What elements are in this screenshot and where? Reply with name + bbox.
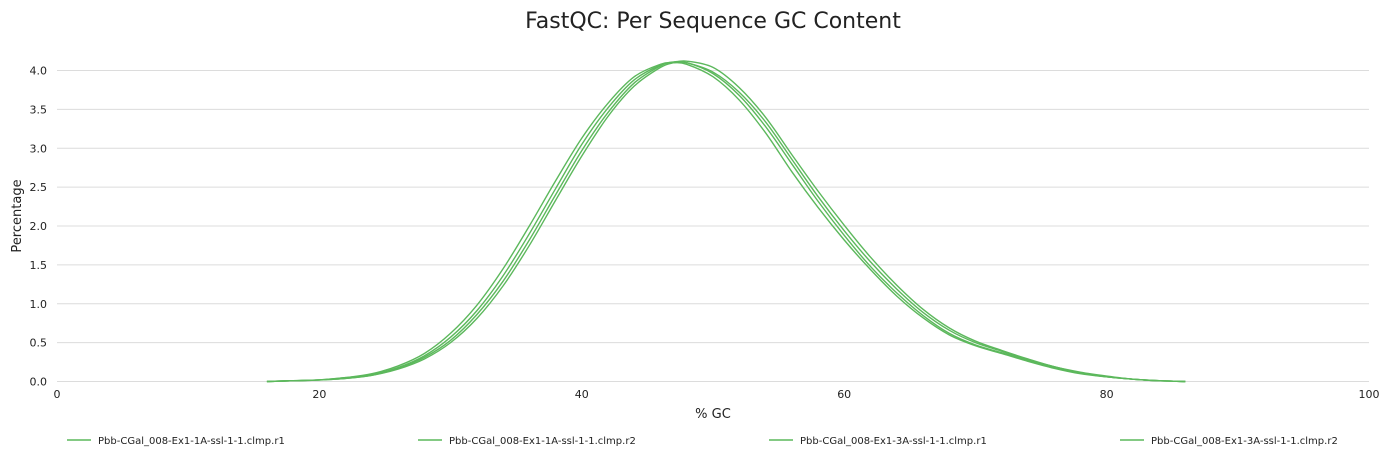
y-tick-label: 0.0 [30, 376, 48, 389]
legend-item[interactable]: Pbb-CGal_008-Ex1-1A-ssl-1-1.clmp.r1 [67, 436, 285, 447]
grid-lines [57, 70, 1369, 382]
y-tick-label: 2.5 [30, 181, 48, 194]
x-tick-label: 80 [1100, 388, 1114, 401]
legend-label: Pbb-CGal_008-Ex1-1A-ssl-1-1.clmp.r1 [98, 436, 285, 447]
y-tick-label: 2.0 [30, 220, 48, 233]
legend-item[interactable]: Pbb-CGal_008-Ex1-1A-ssl-1-1.clmp.r2 [418, 436, 636, 447]
x-tick-label: 40 [575, 388, 589, 401]
legend-label: Pbb-CGal_008-Ex1-3A-ssl-1-1.clmp.r2 [1151, 436, 1338, 447]
y-axis-label: Percentage [10, 179, 25, 252]
y-tick-label: 3.0 [30, 142, 48, 155]
legend-label: Pbb-CGal_008-Ex1-3A-ssl-1-1.clmp.r1 [800, 436, 987, 447]
y-axis-ticks: 0.0 0.5 1.0 1.5 2.0 2.5 3.0 3.5 4.0 [30, 65, 48, 389]
x-tick-label: 100 [1359, 388, 1380, 401]
chart-title: FastQC: Per Sequence GC Content [525, 9, 901, 34]
series-line [266, 61, 1186, 383]
y-tick-label: 1.0 [30, 298, 48, 311]
x-tick-label: 20 [312, 388, 326, 401]
x-axis-label: % GC [695, 407, 731, 422]
x-axis-ticks: 0 20 40 60 80 100 [54, 388, 1380, 401]
series-line [266, 61, 1186, 383]
x-tick-label: 0 [54, 388, 61, 401]
legend-label: Pbb-CGal_008-Ex1-1A-ssl-1-1.clmp.r2 [449, 436, 636, 447]
series-line [266, 60, 1186, 383]
y-tick-label: 4.0 [30, 65, 48, 78]
legend-item[interactable]: Pbb-CGal_008-Ex1-3A-ssl-1-1.clmp.r1 [769, 436, 987, 447]
y-tick-label: 3.5 [30, 103, 48, 116]
legend-item[interactable]: Pbb-CGal_008-Ex1-3A-ssl-1-1.clmp.r2 [1120, 436, 1338, 447]
legend: Pbb-CGal_008-Ex1-1A-ssl-1-1.clmp.r1 Pbb-C… [67, 436, 1338, 447]
x-tick-label: 60 [837, 388, 851, 401]
y-tick-label: 1.5 [30, 259, 48, 272]
y-tick-label: 0.5 [30, 337, 48, 350]
series-line [266, 60, 1186, 383]
plot-area [266, 60, 1186, 383]
